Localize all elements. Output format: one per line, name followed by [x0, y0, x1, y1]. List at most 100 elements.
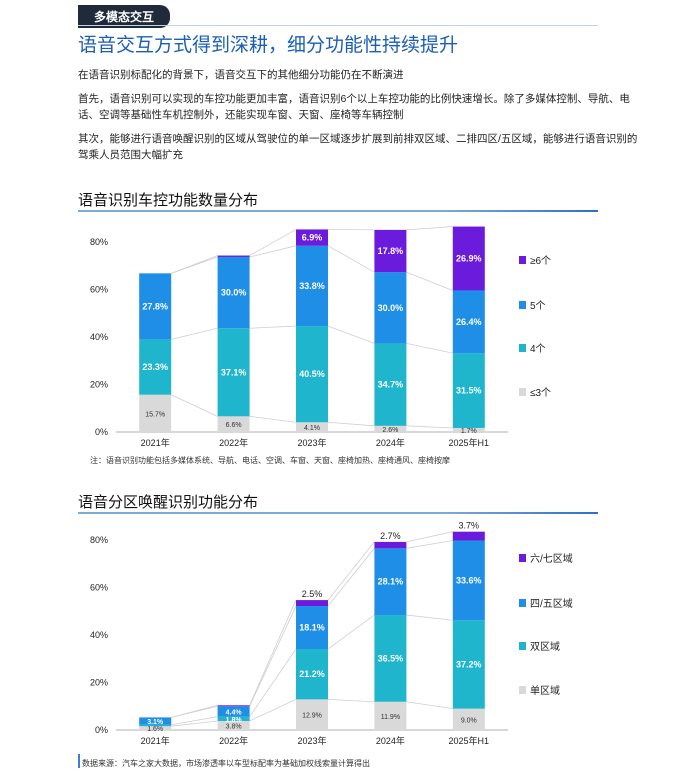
data-source: 数据来源：汽车之家大数据，市场渗透率以车型标配率为基础加权线索量计算得出: [82, 759, 370, 768]
chart1-legend-label: 5个: [530, 300, 546, 312]
chart1-connector-line: [406, 425, 453, 429]
chart1-connector-line: [249, 325, 297, 329]
chart2-connector-line: [327, 698, 375, 703]
chart1-data-label: 2.6%: [382, 427, 398, 434]
chart2-ytick: 0%: [95, 725, 108, 735]
chart2-data-label: 1.6%: [147, 726, 163, 733]
chart1-connector-line: [171, 394, 218, 417]
chart1-bar-segment: [139, 339, 172, 395]
chart1-data-label: 30.0%: [221, 288, 247, 298]
chart1-bar-segment: [217, 416, 250, 432]
chart2-connector-line: [406, 540, 453, 549]
chart2-xtick: 2025年H1: [449, 735, 490, 746]
chart2-legend-label: 双区域: [530, 640, 560, 653]
chart2-bar-segment: [296, 649, 328, 700]
chart1-ytick: 60%: [90, 285, 108, 295]
chart2-connector-line: [171, 704, 218, 718]
chart1-bar-segment: [452, 353, 485, 428]
chart1-bar-segment: [296, 245, 328, 327]
chart2-connector-line: [249, 648, 297, 717]
chart2-data-label: 36.5%: [378, 653, 404, 663]
chart2-bar-segment: [374, 615, 407, 702]
chart1-data-label: 33.8%: [299, 281, 325, 291]
chart1-ytick: 0%: [95, 427, 108, 437]
chart1-data-label: 1.7%: [461, 428, 477, 435]
chart2-legend-label: 六/七区域: [530, 552, 573, 565]
chart2-data-label: 2.5%: [302, 589, 323, 599]
chart2-data-label: 12.9%: [302, 713, 322, 720]
chart1-bar-segment: [452, 290, 485, 354]
chart2-svg: 0% 20% 40% 60% 80% 1.6%3.1% 2021年 3.8%1.8%4.4% 2…: [90, 521, 573, 746]
chart2-legend-label: 单区域: [530, 684, 560, 697]
chart2-bar-segment: [374, 548, 407, 616]
chart1-data-label: 34.7%: [378, 380, 404, 390]
chart2-ytick: 80%: [90, 535, 108, 545]
chart1-data-label: 4.1%: [304, 425, 320, 432]
chart2-data-label: 21.2%: [299, 669, 325, 679]
chart2-bar-segment: [139, 724, 172, 727]
chart2-ytick: 20%: [90, 678, 108, 688]
chart2-bar-segment: [139, 717, 172, 725]
chart1-note: 注：语音识别功能包括多媒体系统、导航、电话、空调、车窗、天窗、座椅加热、座椅通风…: [90, 456, 450, 465]
chart1-legend-label: 4个: [530, 343, 546, 355]
chart1-xtick: 2023年: [297, 437, 326, 448]
chart1-connector-line: [327, 245, 375, 273]
chart1-data-label: 15.7%: [145, 411, 165, 418]
chart2-data-label: 4.4%: [226, 709, 243, 716]
page-headline: 语音交互方式得到深耕，细分功能性持续提升: [78, 35, 459, 56]
chart2-title-underline: [78, 512, 598, 514]
chart1-connector-line: [171, 327, 218, 340]
paragraph-second: 其次，能够进行语音唤醒识别的区域从驾驶位的单一区域逐步扩展到前排双区域、二排四区…: [78, 133, 638, 161]
chart2-data-label: 11.9%: [381, 714, 400, 721]
chart1-xtick: 2021年: [141, 437, 170, 448]
chart2-legend-swatch: [519, 554, 526, 562]
chart1-bar-segment: [217, 256, 250, 329]
chart1-ytick: 80%: [90, 237, 108, 247]
chart1-legend-label: ≤3个: [530, 387, 551, 399]
chart1-xtick: 2024年: [376, 437, 405, 448]
source-marker: [78, 754, 80, 768]
chart2-bar-segment: [452, 531, 485, 541]
chart1-legend-swatch: [519, 388, 526, 396]
chart1-data-label: 26.4%: [456, 317, 482, 327]
chart1-data-label: 27.8%: [142, 301, 168, 311]
chart1-xtick: 2022年: [219, 437, 248, 448]
chart2-bar-segment: [217, 705, 250, 707]
chart1-ytick: 40%: [90, 332, 108, 342]
chart2-data-label: 3.1%: [147, 719, 164, 726]
chart2-data-label: 2.7%: [380, 531, 401, 541]
chart1-bar-segment: [374, 272, 407, 344]
chart1-connector-line: [406, 226, 453, 231]
chart2-connector-line: [327, 541, 375, 601]
chart1-connector-line: [171, 255, 218, 274]
chart1-legend-swatch: [519, 256, 526, 264]
chart2-connector-line: [406, 614, 453, 621]
chart2-legend-swatch: [519, 686, 526, 694]
chart1-connector-line: [249, 245, 297, 258]
chart1-data-label: 6.6%: [226, 422, 242, 429]
chart1-bar-segment: [452, 427, 485, 432]
chart2-connector-line: [171, 720, 218, 727]
chart1-svg: 0% 20% 40% 60% 80% 15.7% 23.3% 27.8% 2021年 6.6% 37…: [90, 226, 551, 448]
chart1-connector-line: [406, 343, 453, 354]
chart1-connector-line: [249, 415, 297, 423]
chart2-data-label: 3.7%: [459, 521, 480, 531]
chart2-bar-segment: [217, 706, 250, 717]
chart2-bar-segment: [139, 726, 172, 730]
chart2-connector-line: [171, 716, 218, 726]
chart2-ytick: 40%: [90, 630, 108, 640]
chart1-data-label: 40.5%: [299, 369, 325, 379]
chart2-xtick: 2022年: [219, 735, 248, 746]
chart2-xtick: 2021年: [141, 735, 170, 746]
chart1-connector-line: [327, 325, 375, 344]
paragraph-intro: 在语音识别标配化的背景下，语音交互下的其他细分功能仍在不断演进: [78, 69, 404, 81]
chart2-bar-segment: [374, 701, 407, 730]
chart1-xtick: 2025年H1: [449, 437, 490, 448]
chart1-title-underline: [78, 210, 598, 212]
chart2-data-label: 1.8%: [226, 717, 243, 724]
chart2-xtick: 2023年: [297, 735, 326, 746]
chart2-ytick: 60%: [90, 583, 108, 593]
chart1-bar-segment: [374, 229, 407, 273]
chart1-data-label: 23.3%: [142, 362, 168, 372]
chart2-data-label: 37.2%: [456, 659, 482, 669]
